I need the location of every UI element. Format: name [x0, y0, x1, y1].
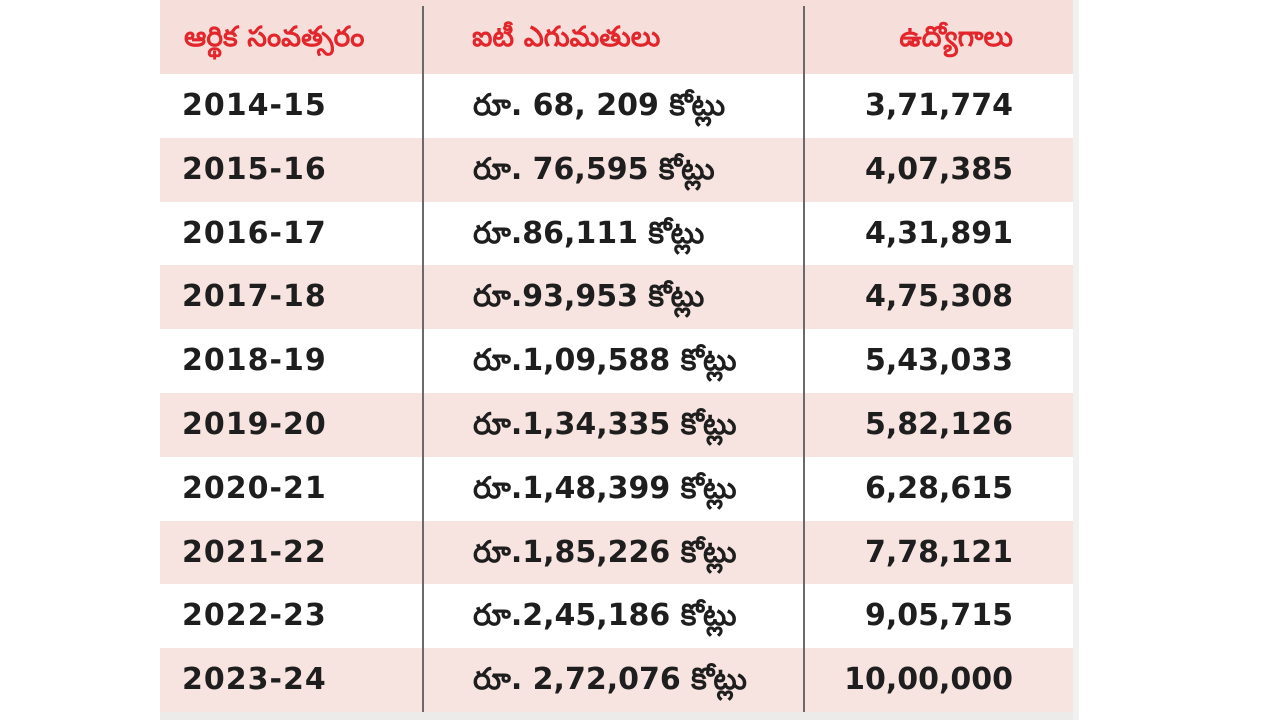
- bottom-border: [160, 712, 1073, 720]
- cell-jobs: 9,05,715: [864, 598, 1013, 634]
- cell-jobs: 4,75,308: [864, 279, 1013, 315]
- cell-year: 2022-23: [182, 598, 327, 634]
- header-it-exports: ఐటీ ఎగుమతులు: [472, 20, 661, 53]
- cell-jobs: 3,71,774: [864, 88, 1013, 123]
- cell-year: 2017-18: [182, 279, 327, 315]
- cell-exports: రూ.1,48,399 కోట్లు: [473, 470, 737, 506]
- cell-year: 2023-24: [182, 662, 327, 698]
- cell-exports: రూ.1,34,335 కోట్లు: [473, 407, 737, 442]
- cell-jobs: 5,43,033: [864, 343, 1013, 379]
- cell-jobs: 4,31,891: [864, 215, 1013, 251]
- right-border: [1073, 0, 1079, 720]
- table-row: 2018-19 రూ.1,09,588 కోట్లు 5,43,033: [160, 329, 1073, 393]
- cell-jobs: 7,78,121: [864, 534, 1013, 570]
- it-exports-table: ఆర్థిక సంవత్సరం ఐటీ ఎగుమతులు ఉద్యోగాలు 2…: [160, 0, 1073, 712]
- cell-jobs: 6,28,615: [864, 470, 1013, 506]
- cell-exports: రూ.2,45,186 కోట్లు: [473, 598, 737, 634]
- column-divider: [803, 6, 805, 712]
- column-divider: [422, 6, 424, 712]
- cell-year: 2016-17: [182, 215, 327, 251]
- table-row: 2014-15 రూ. 68, 209 కోట్లు 3,71,774: [160, 74, 1073, 138]
- header-financial-year: ఆర్థిక సంవత్సరం: [184, 20, 365, 53]
- table-row: 2023-24 రూ. 2,72,076 కోట్లు 10,00,000: [160, 648, 1073, 712]
- cell-year: 2019-20: [182, 407, 327, 442]
- cell-exports: రూ. 68, 209 కోట్లు: [473, 88, 726, 123]
- cell-year: 2014-15: [182, 88, 327, 123]
- table-row: 2020-21 రూ.1,48,399 కోట్లు 6,28,615: [160, 456, 1073, 521]
- cell-exports: రూ. 76,595 కోట్లు: [473, 151, 715, 187]
- cell-exports: రూ.93,953 కోట్లు: [473, 279, 705, 315]
- table-header-row: ఆర్థిక సంవత్సరం ఐటీ ఎగుమతులు ఉద్యోగాలు: [160, 0, 1073, 74]
- cell-year: 2021-22: [182, 534, 327, 570]
- table-row: 2015-16 రూ. 76,595 కోట్లు 4,07,385: [160, 137, 1073, 202]
- table-row: 2021-22 రూ.1,85,226 కోట్లు 7,78,121: [160, 520, 1073, 585]
- cell-exports: రూ.1,85,226 కోట్లు: [473, 534, 737, 570]
- table-row: 2017-18 రూ.93,953 కోట్లు 4,75,308: [160, 265, 1073, 330]
- cell-year: 2015-16: [182, 151, 327, 187]
- header-jobs: ఉద్యోగాలు: [899, 20, 1013, 53]
- table-row: 2016-17 రూ.86,111 కోట్లు 4,31,891: [160, 201, 1073, 266]
- table-row: 2019-20 రూ.1,34,335 కోట్లు 5,82,126: [160, 393, 1073, 457]
- cell-exports: రూ.86,111 కోట్లు: [473, 215, 705, 251]
- cell-year: 2018-19: [182, 343, 327, 379]
- cell-jobs: 10,00,000: [844, 662, 1013, 698]
- cell-exports: రూ. 2,72,076 కోట్లు: [473, 662, 747, 698]
- cell-jobs: 4,07,385: [864, 151, 1013, 187]
- cell-year: 2020-21: [182, 470, 327, 506]
- cell-jobs: 5,82,126: [864, 407, 1013, 442]
- cell-exports: రూ.1,09,588 కోట్లు: [473, 343, 737, 379]
- table-row: 2022-23 రూ.2,45,186 కోట్లు 9,05,715: [160, 584, 1073, 649]
